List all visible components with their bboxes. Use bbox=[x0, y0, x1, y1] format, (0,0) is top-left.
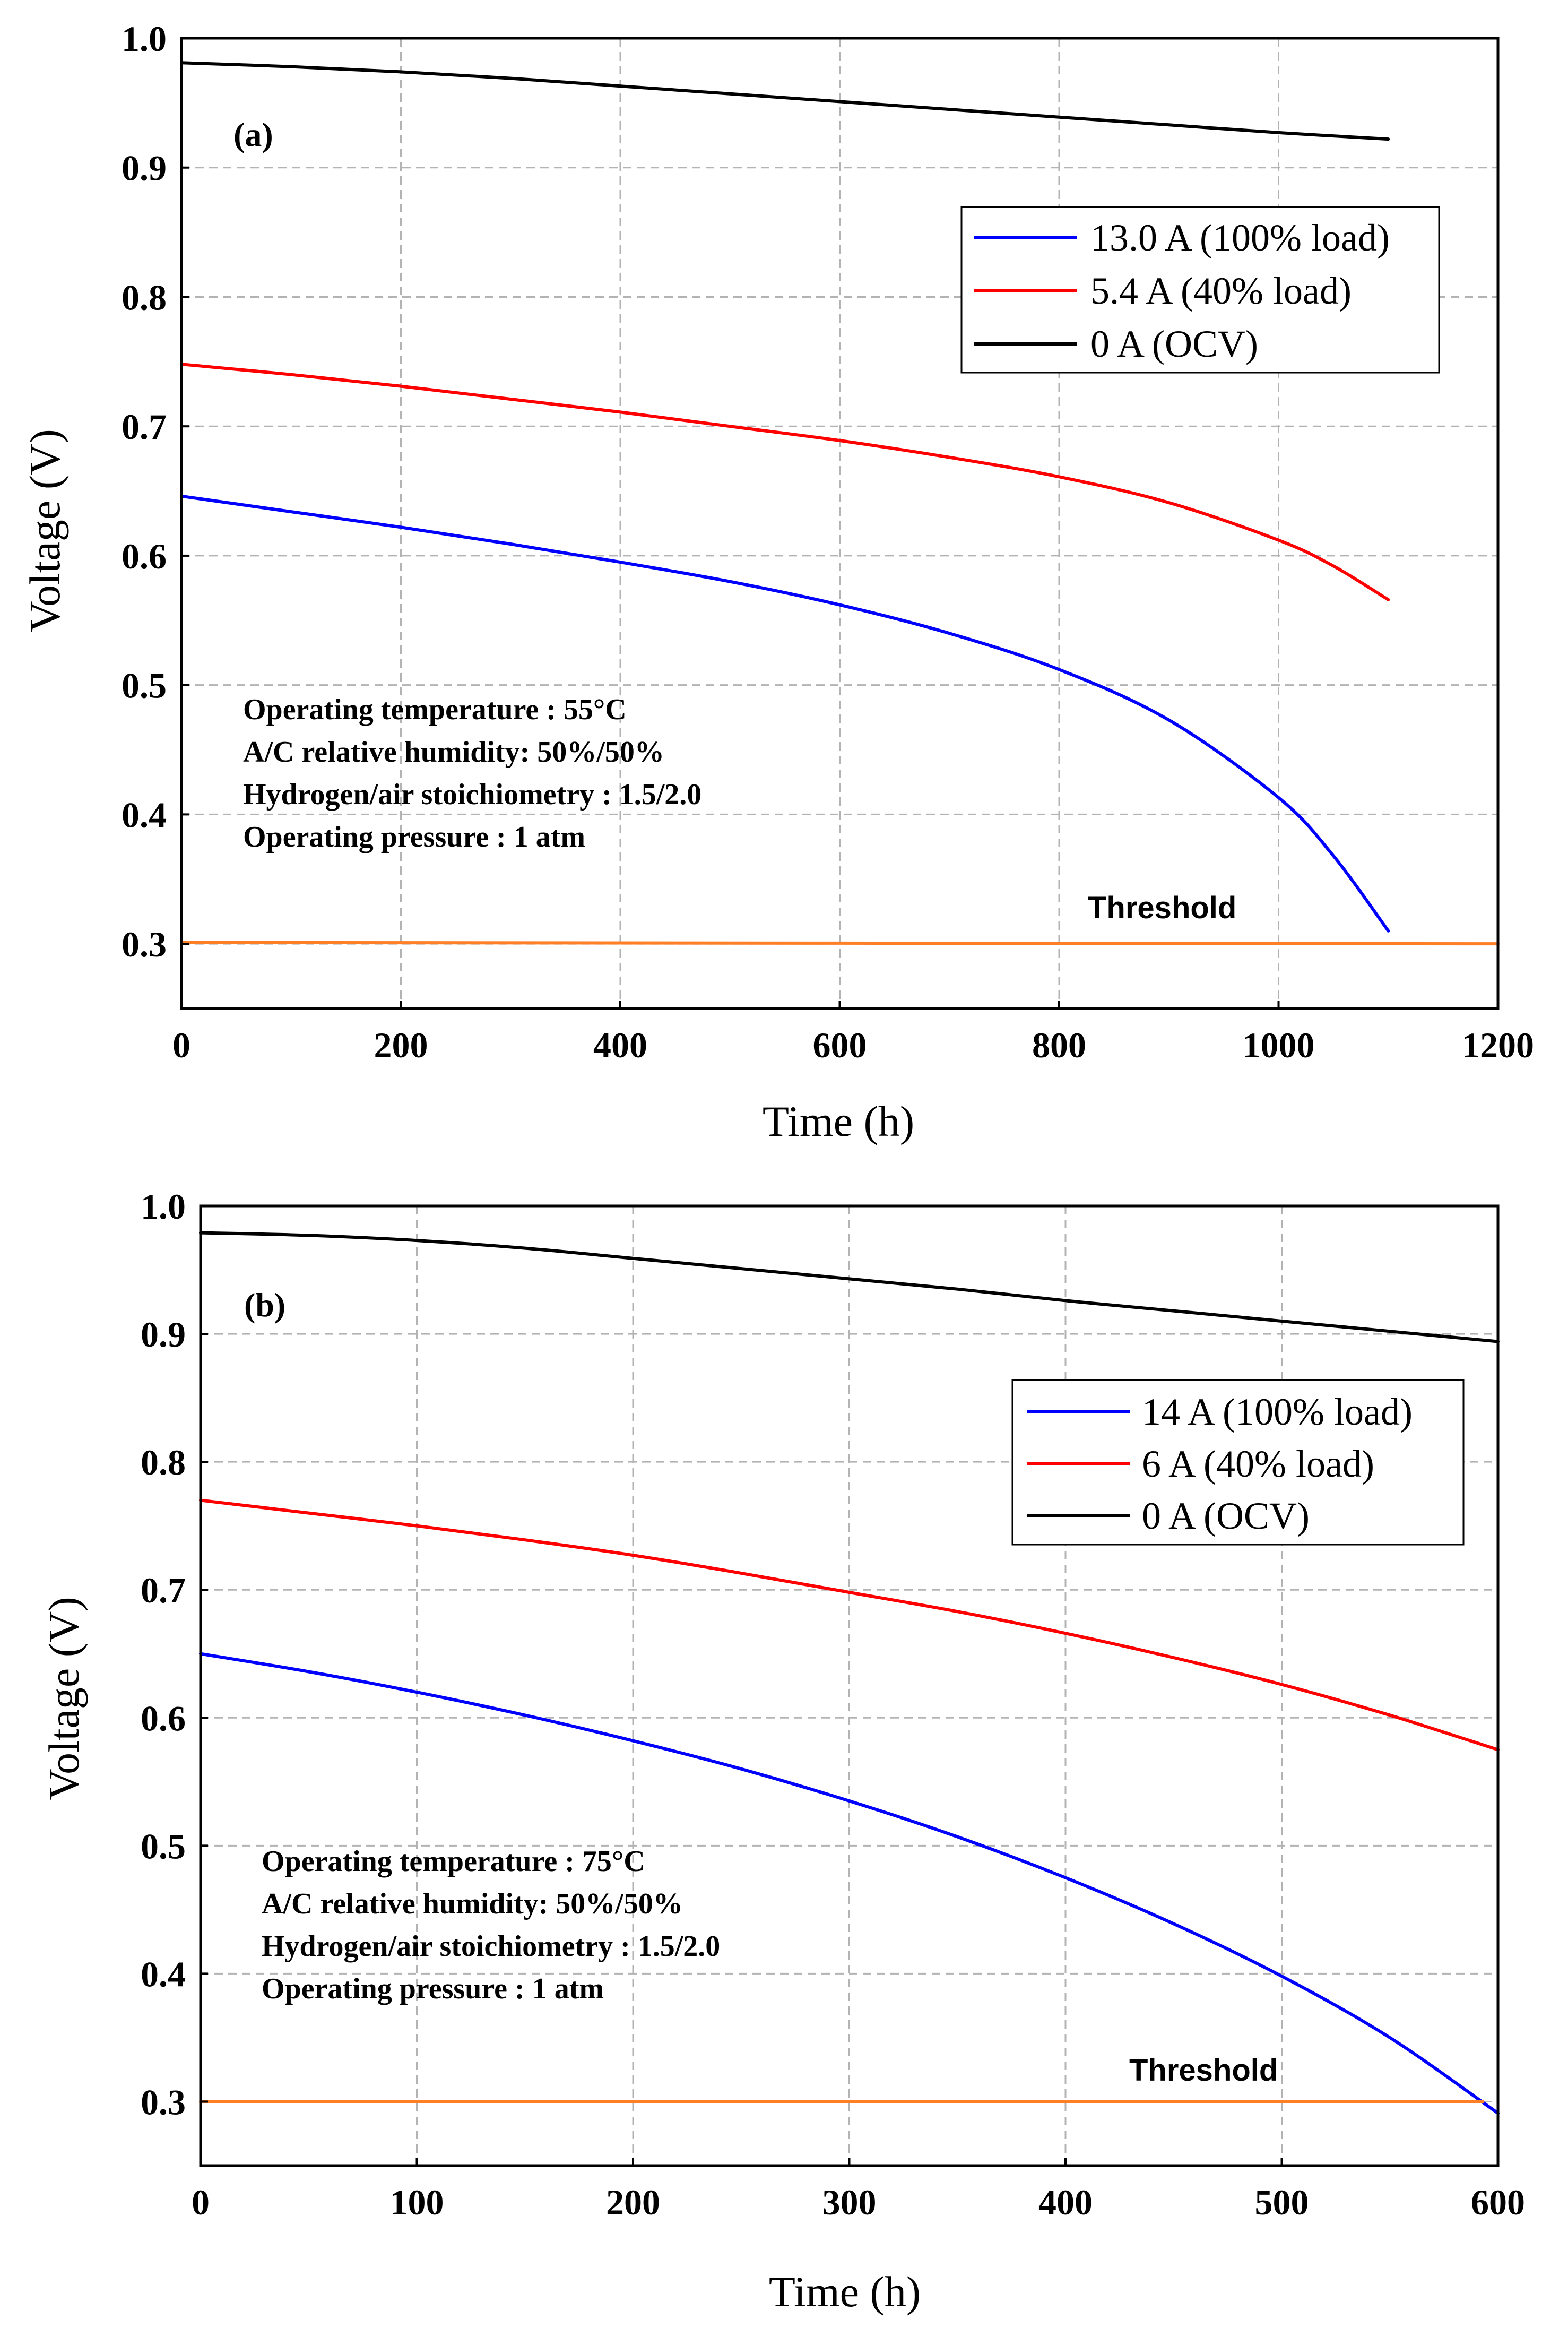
conditions-annotation-a: Operating temperature : 55°C A/C relativ… bbox=[243, 693, 701, 853]
y-tick-label: 0.6 bbox=[141, 1698, 186, 1738]
x-tick-label: 100 bbox=[390, 2182, 444, 2222]
annotation-line: A/C relative humidity: 50%/50% bbox=[243, 736, 664, 769]
y-tick-label: 0.6 bbox=[122, 536, 167, 576]
threshold-label-b: Threshold bbox=[1129, 2053, 1278, 2088]
y-axis-label-b: Voltage (V) bbox=[40, 1597, 88, 1800]
annotation-line: Operating pressure : 1 atm bbox=[262, 1972, 604, 2005]
x-tick-label: 300 bbox=[822, 2182, 877, 2222]
series-line-14-a-100-load-b bbox=[199, 1652, 1500, 2115]
x-tick-label: 200 bbox=[606, 2182, 660, 2222]
ticks-b: 0 100 200 300 400 500 600 0.3 0.4 0.5 0.6 0.7 0.8 0.9… bbox=[141, 1186, 1525, 2222]
legend-label: 14 A (100% load) bbox=[1142, 1391, 1413, 1433]
series-line-6-a-40-load-b bbox=[199, 1498, 1500, 1752]
series-group-b bbox=[199, 1231, 1500, 2115]
series-line-0-a-ocv-a bbox=[180, 61, 1390, 141]
annotation-line: Hydrogen/air stoichiometry : 1.5/2.0 bbox=[243, 778, 701, 811]
chart-panel-b: 0 100 200 300 400 500 600 0.3 0.4 0.5 0.6 0.7 0.8 0.9… bbox=[40, 1186, 1525, 2316]
x-tick-label: 1200 bbox=[1462, 1025, 1534, 1065]
y-tick-label: 0.5 bbox=[122, 666, 167, 706]
y-tick-label: 0.7 bbox=[141, 1570, 186, 1610]
series-line-5-4-a-40-load-a bbox=[180, 363, 1390, 601]
x-tick-label: 600 bbox=[813, 1025, 867, 1065]
x-tick-label: 400 bbox=[1038, 2182, 1093, 2222]
conditions-annotation-b: Operating temperature : 75°C A/C relativ… bbox=[262, 1845, 720, 2005]
series-line-13-0-a-100-load-a bbox=[180, 494, 1390, 933]
x-tick-label: 1000 bbox=[1243, 1025, 1315, 1065]
annotation-line: Hydrogen/air stoichiometry : 1.5/2.0 bbox=[262, 1930, 720, 1963]
ticks-a: 0 200 400 600 800 1000 1200 0.3 0.4 0.5 0.6 0.7 0.8 0… bbox=[122, 19, 1534, 1065]
x-tick-label: 600 bbox=[1471, 2182, 1525, 2222]
y-tick-label: 1.0 bbox=[141, 1186, 186, 1227]
y-tick-label: 0.8 bbox=[122, 277, 167, 317]
y-axis-label-a: Voltage (V) bbox=[21, 429, 69, 632]
x-tick-label: 800 bbox=[1032, 1025, 1086, 1065]
y-tick-label: 0.5 bbox=[141, 1826, 186, 1866]
threshold-label-a: Threshold bbox=[1088, 891, 1236, 925]
series-group-a bbox=[180, 61, 1500, 946]
x-tick-label: 500 bbox=[1255, 2182, 1309, 2222]
legend-label: 13.0 A (100% load) bbox=[1090, 217, 1390, 259]
y-tick-label: 0.3 bbox=[141, 2082, 186, 2122]
legend-label: 6 A (40% load) bbox=[1142, 1443, 1374, 1485]
x-axis-label-b: Time (h) bbox=[769, 2267, 921, 2316]
x-axis-label-a: Time (h) bbox=[763, 1097, 914, 1145]
x-tick-label: 400 bbox=[593, 1025, 647, 1065]
y-tick-label: 0.9 bbox=[122, 148, 167, 188]
legend-label: 0 A (OCV) bbox=[1142, 1495, 1310, 1537]
legend-label: 5.4 A (40% load) bbox=[1090, 270, 1352, 312]
annotation-line: A/C relative humidity: 50%/50% bbox=[262, 1887, 683, 1920]
chart-panel-a: 0 200 400 600 800 1000 1200 0.3 0.4 0.5 0.6 0.7 0.8 0… bbox=[21, 19, 1534, 1145]
legend-label: 0 A (OCV) bbox=[1090, 323, 1258, 365]
series-line-0-a-ocv-b bbox=[199, 1231, 1500, 1343]
annotation-line: Operating pressure : 1 atm bbox=[243, 821, 585, 853]
legend-a: 13.0 A (100% load) 5.4 A (40% load) 0 A … bbox=[960, 206, 1440, 374]
legend-b: 14 A (100% load) 6 A (40% load) 0 A (OCV… bbox=[1011, 1379, 1465, 1546]
y-tick-label: 0.8 bbox=[141, 1442, 186, 1482]
annotation-line: Operating temperature : 75°C bbox=[262, 1845, 645, 1878]
y-tick-label: 0.4 bbox=[141, 1954, 186, 1994]
y-tick-label: 1.0 bbox=[122, 19, 167, 59]
x-tick-label: 0 bbox=[192, 2182, 210, 2222]
panel-label-a: (a) bbox=[233, 116, 273, 153]
y-tick-label: 0.3 bbox=[122, 924, 167, 964]
annotation-line: Operating temperature : 55°C bbox=[243, 693, 627, 726]
y-tick-label: 0.4 bbox=[122, 795, 167, 835]
y-tick-label: 0.9 bbox=[141, 1314, 186, 1355]
panel-label-b: (b) bbox=[244, 1286, 285, 1324]
x-tick-label: 200 bbox=[374, 1025, 428, 1065]
series-line-threshold-a bbox=[180, 941, 1500, 946]
y-tick-label: 0.7 bbox=[122, 407, 167, 447]
x-tick-label: 0 bbox=[172, 1025, 190, 1065]
